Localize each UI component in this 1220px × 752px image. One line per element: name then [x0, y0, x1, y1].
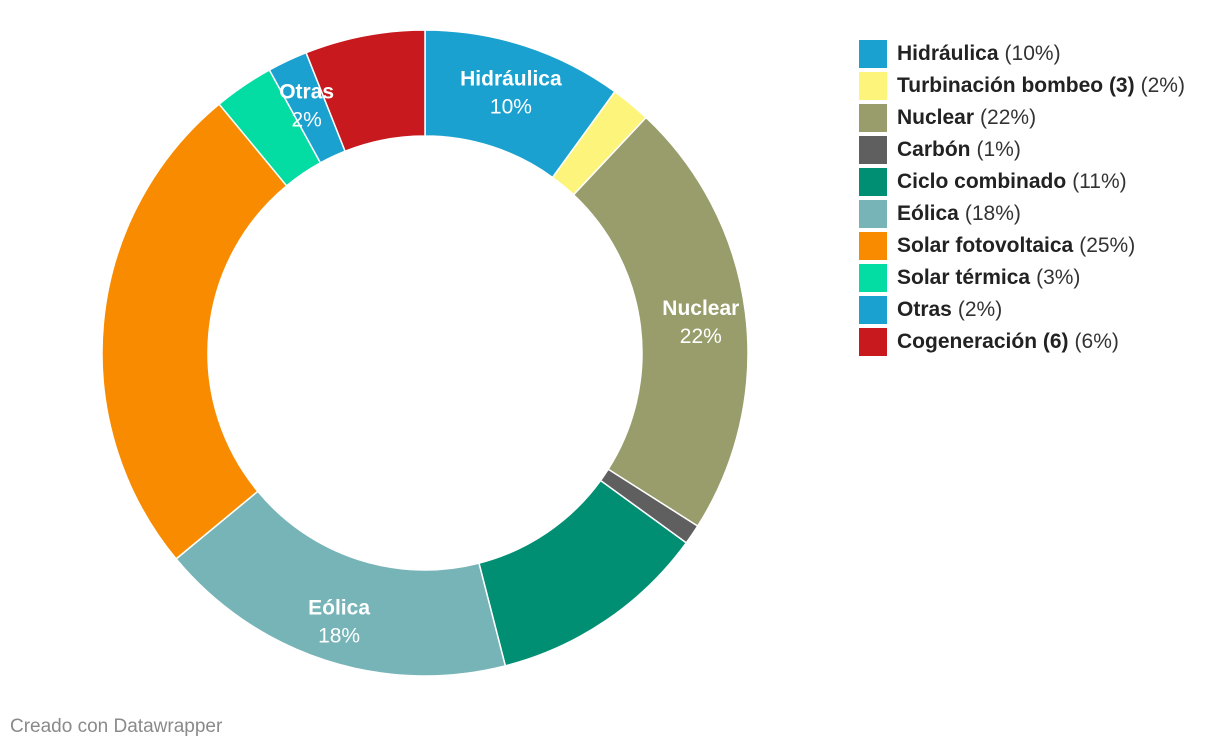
legend-item-eolica[interactable]: Eólica (18%)	[859, 198, 1185, 230]
legend-label: Carbón	[897, 138, 971, 161]
legend-item-solar-termica[interactable]: Solar térmica (3%)	[859, 262, 1185, 294]
legend-swatch	[859, 40, 887, 68]
legend-item-nuclear[interactable]: Nuclear (22%)	[859, 102, 1185, 134]
legend-label: Nuclear	[897, 106, 975, 129]
legend-label: Solar fotovoltaica	[897, 234, 1074, 257]
legend-percent: (6%)	[1074, 330, 1119, 353]
slice-label-otras: Otras 2%	[279, 80, 334, 131]
legend-item-hidraulica[interactable]: Hidráulica (10%)	[859, 38, 1185, 70]
legend-label: Solar térmica	[897, 266, 1031, 289]
legend-swatch	[859, 264, 887, 292]
legend-label: Turbinación bombeo (3)	[897, 74, 1135, 97]
slice-label-nuclear: Nuclear 22%	[662, 297, 739, 348]
legend-percent: (18%)	[964, 202, 1021, 225]
legend-percent: (10%)	[1004, 42, 1061, 65]
legend-label: Eólica	[897, 202, 959, 225]
legend-percent: (11%)	[1072, 170, 1127, 193]
legend-swatch	[859, 104, 887, 132]
legend-swatch	[859, 136, 887, 164]
legend-percent: (2%)	[957, 298, 1003, 321]
legend: Hidráulica (10%) Turbinación bombeo (3) (2%…	[859, 38, 1185, 358]
legend-percent: (25%)	[1079, 234, 1136, 257]
legend-swatch	[859, 232, 887, 260]
legend-label: Otras	[897, 298, 952, 321]
donut-chart: Hidráulica 10% Nuclear 22% Eólica 18% Otras 2%	[101, 29, 749, 677]
legend-item-otras[interactable]: Otras (2%)	[859, 294, 1185, 326]
legend-swatch	[859, 200, 887, 228]
legend-item-cogeneracion-6[interactable]: Cogeneración (6) (6%)	[859, 326, 1185, 358]
legend-swatch	[859, 168, 887, 196]
legend-percent: (2%)	[1140, 74, 1185, 97]
slice-cogeneracion-6[interactable]	[305, 29, 426, 153]
legend-label: Hidráulica	[897, 42, 999, 65]
donut-slices	[101, 29, 749, 677]
slice-label-eolica: Eólica 18%	[308, 596, 370, 647]
slice-labels: Hidráulica 10% Nuclear 22% Eólica 18% Otras 2%	[279, 68, 739, 648]
legend-item-carbon[interactable]: Carbón (1%)	[859, 134, 1185, 166]
slice-eolica[interactable]	[175, 490, 507, 677]
legend-item-ciclo-combinado[interactable]: Ciclo combinado (11%)	[859, 166, 1185, 198]
slice-label-hidraulica: Hidráulica 10%	[460, 68, 562, 119]
legend-percent: (1%)	[976, 138, 1021, 161]
legend-label: Cogeneración (6)	[897, 330, 1069, 353]
footer-credit[interactable]: Creado con Datawrapper	[10, 716, 223, 737]
legend-label: Ciclo combinado	[897, 170, 1067, 193]
legend-swatch	[859, 72, 887, 100]
legend-item-solar-fotovoltaica[interactable]: Solar fotovoltaica (25%)	[859, 230, 1185, 262]
legend-item-turbinacion-bombeo-3[interactable]: Turbinación bombeo (3) (2%)	[859, 70, 1185, 102]
legend-swatch	[859, 328, 887, 356]
legend-percent: (22%)	[980, 106, 1037, 129]
legend-percent: (3%)	[1036, 266, 1081, 289]
slice-solar-fotovoltaica[interactable]	[101, 103, 288, 560]
legend-swatch	[859, 296, 887, 324]
slice-nuclear[interactable]	[572, 116, 749, 528]
